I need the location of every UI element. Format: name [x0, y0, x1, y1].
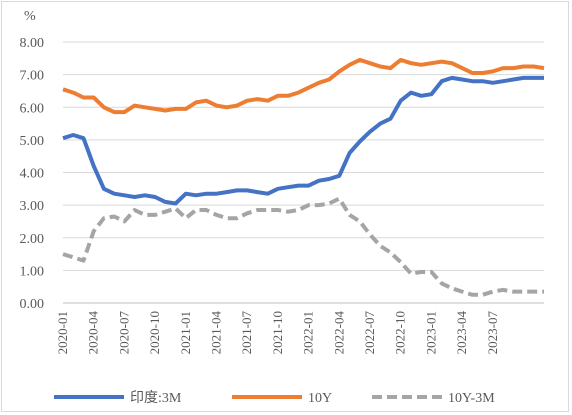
x-tick-label: 2021-04 [209, 311, 224, 355]
gridlines [63, 41, 544, 304]
y-axis: 0.00 1.00 2.00 3.00 4.00 5.00 6.00 7.00 8.00 [20, 36, 45, 312]
legend-label: 印度:3M [130, 390, 182, 406]
y-tick-label: 7.00 [20, 69, 45, 84]
x-axis: 2020-01 2020-04 2020-07 2020-10 2021-01 2021-… [55, 311, 500, 355]
y-unit-label: % [24, 9, 36, 24]
y-tick-label: 3.00 [20, 199, 45, 214]
y-tick-label: 8.00 [20, 36, 45, 51]
x-tick-label: 2022-10 [393, 311, 408, 354]
x-tick-label: 2023-01 [423, 311, 438, 354]
x-tick-label: 2021-10 [270, 311, 285, 354]
series-lines [62, 57, 545, 297]
x-tick-label: 2020-04 [86, 311, 101, 355]
x-tick-label: 2023-07 [485, 311, 500, 355]
y-tick-label: 0.00 [20, 297, 45, 312]
y-tick-label: 4.00 [20, 167, 45, 182]
x-tick-label: 2020-01 [55, 311, 70, 354]
x-tick-label: 2023-04 [454, 311, 469, 355]
x-tick-label: 2020-10 [147, 311, 162, 354]
legend-label: 10Y [308, 391, 332, 406]
x-tick-label: 2022-04 [331, 311, 346, 355]
y-tick-label: 5.00 [20, 134, 45, 149]
x-tick-label: 2021-07 [239, 311, 254, 355]
y-tick-label: 1.00 [20, 264, 45, 279]
series-line-10y [62, 57, 545, 115]
y-tick-label: 6.00 [20, 101, 45, 116]
x-tick-label: 2020-07 [116, 311, 131, 355]
legend-label: 10Y-3M [448, 391, 495, 406]
series-line-10y-3m [62, 196, 544, 297]
x-tick-label: 2022-01 [301, 311, 316, 354]
series-line-india-3m [62, 75, 544, 206]
y-tick-label: 2.00 [20, 232, 45, 247]
legend: 印度:3M 10Y 10Y-3M [54, 390, 495, 406]
x-tick-label: 2021-01 [178, 311, 193, 354]
x-tick-label: 2022-07 [362, 311, 377, 355]
